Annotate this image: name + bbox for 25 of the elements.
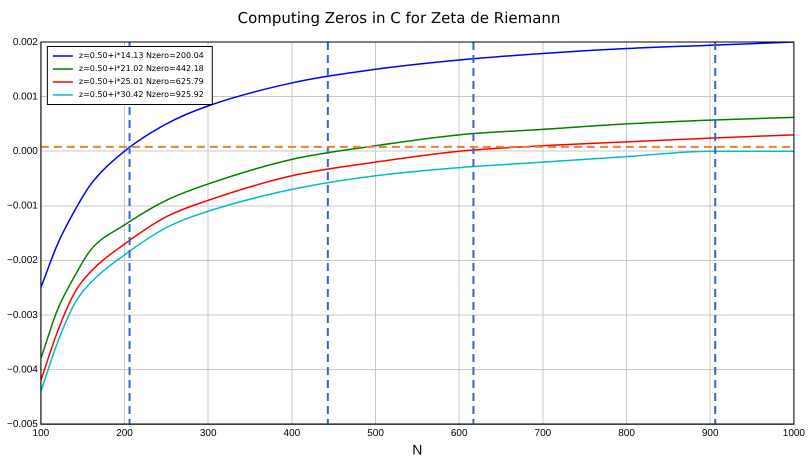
x-tick-label: 900 bbox=[702, 428, 719, 439]
y-tick-label: −0.001 bbox=[6, 200, 38, 212]
x-tick-label: 100 bbox=[32, 428, 50, 439]
x-tick-label: 500 bbox=[367, 428, 384, 439]
x-tick-label: 200 bbox=[116, 428, 134, 439]
x-tick-label: 600 bbox=[450, 428, 468, 439]
y-tick-label: 0.000 bbox=[12, 146, 38, 157]
line-series bbox=[40, 42, 794, 288]
y-tick-label: −0.004 bbox=[6, 364, 38, 376]
x-tick-label: 700 bbox=[534, 428, 552, 439]
x-tick-label: 300 bbox=[200, 428, 217, 439]
y-tick-label: −0.002 bbox=[6, 255, 38, 266]
x-tick-label: 400 bbox=[284, 428, 301, 439]
legend-label: z=0.50+i*14.13 Nzero=200.04 bbox=[78, 51, 204, 60]
y-tick-label: 0.001 bbox=[12, 91, 38, 102]
x-tick-label: 800 bbox=[618, 428, 636, 439]
legend-label: z=0.50+i*25.01 Nzero=625.79 bbox=[78, 77, 204, 86]
x-tick-label: 1000 bbox=[782, 428, 806, 439]
y-tick-label: 0.002 bbox=[12, 36, 38, 48]
legend-label: z=0.50+i*30.42 Nzero=925.92 bbox=[78, 90, 204, 100]
y-tick-label: −0.003 bbox=[6, 310, 38, 321]
y-tick-label: −0.005 bbox=[6, 418, 38, 430]
x-axis-title: N bbox=[412, 441, 422, 458]
legend-label: z=0.50+i*21.02 Nzero=442.18 bbox=[78, 64, 204, 74]
chart-title: Computing Zeros in C for Zeta de Riemann bbox=[238, 8, 560, 27]
